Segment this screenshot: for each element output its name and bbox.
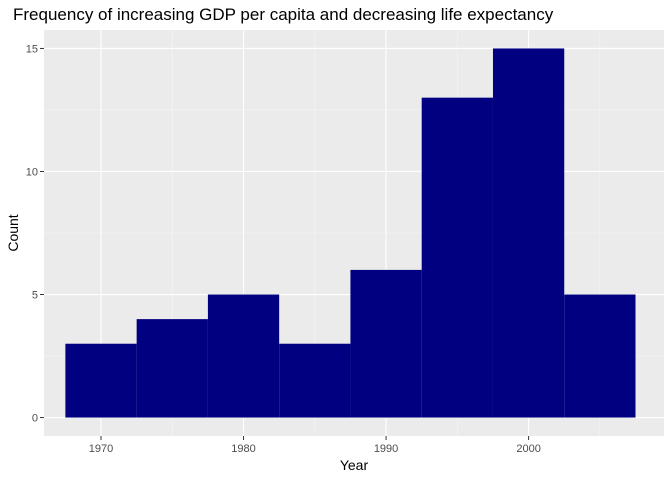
histogram-bar	[421, 97, 493, 418]
y-tick-label: 5	[32, 290, 38, 302]
y-tick-label: 0	[32, 413, 38, 425]
histogram-bar	[564, 294, 636, 418]
x-tick-label: 1990	[374, 443, 398, 455]
histogram-bar	[65, 343, 137, 418]
y-tick-label: 15	[26, 43, 38, 55]
histogram-bar	[492, 48, 565, 418]
histogram-bar	[279, 343, 351, 418]
x-tick-label: 1970	[89, 443, 113, 455]
histogram-bar	[350, 269, 422, 418]
bars	[65, 48, 636, 418]
x-tick-label: 2000	[516, 443, 540, 455]
x-axis-title: Year	[340, 457, 369, 473]
y-tick-label: 10	[26, 166, 38, 178]
x-axis-ticks: 1970 1980 1990 2000	[89, 436, 541, 455]
y-axis-title: Count	[5, 214, 21, 251]
histogram-bar	[136, 319, 208, 418]
histogram-bar	[207, 294, 280, 418]
y-axis-ticks: 0 5 10 15	[26, 43, 44, 425]
chart-title: Frequency of increasing GDP per capita a…	[13, 5, 554, 24]
x-tick-label: 1980	[231, 443, 255, 455]
